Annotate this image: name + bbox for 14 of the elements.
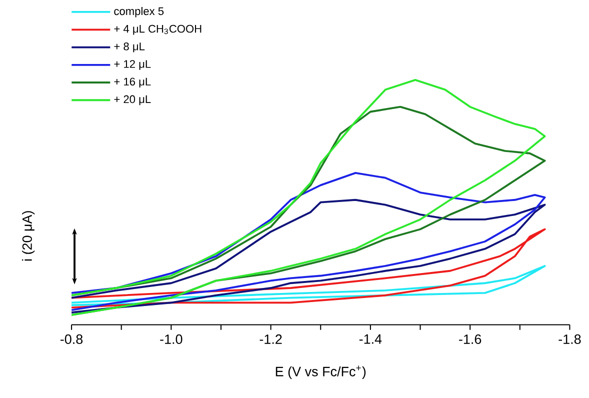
legend-label: complex 5 (114, 6, 164, 18)
legend-label: + 16 μL (114, 78, 151, 88)
x-tick-label: -1.6 (459, 334, 482, 344)
legend-label: + 12 μL (114, 60, 151, 70)
legend-label: + 4 μL CH$_{3}$COOH (114, 24, 202, 35)
x-tick-label: -1.4 (359, 334, 382, 344)
x-axis-title: E (V vs Fc/Fc$^{+}$) (276, 366, 366, 380)
y-axis-title: i (20 μA) (22, 211, 35, 261)
x-tick-label: -1.0 (160, 334, 182, 344)
legend-label: + 20 μL (114, 95, 151, 106)
legend-label: + 8 μL (114, 42, 145, 52)
x-tick-label: -1.8 (558, 334, 581, 344)
x-tick-label: -0.8 (60, 334, 83, 344)
x-tick-label: -1.2 (260, 334, 282, 344)
